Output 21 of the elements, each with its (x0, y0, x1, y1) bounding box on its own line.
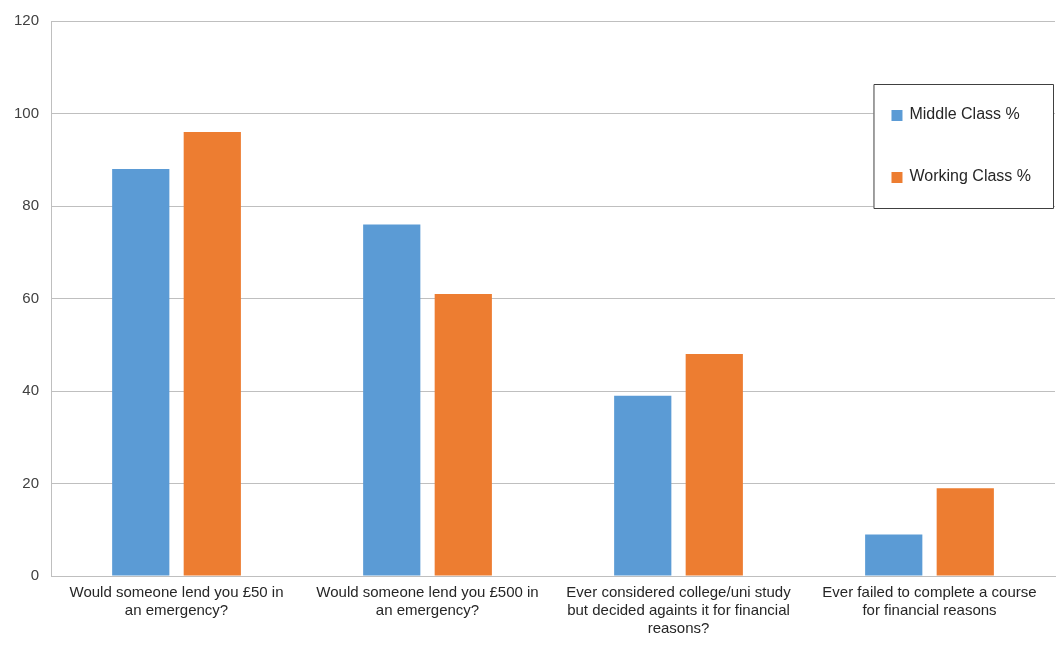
legend-label: Working Class % (909, 167, 1031, 185)
bar (363, 224, 421, 576)
y-tick-label: 0 (30, 566, 40, 584)
y-tick-label: 120 (14, 11, 40, 29)
y-tick-label: 20 (22, 473, 40, 491)
y-tick-label: 60 (22, 288, 40, 306)
bar (183, 132, 241, 576)
x-tick-label: Would someone lend you £50 in an emergency? (69, 583, 284, 619)
bar (936, 488, 994, 576)
x-tick-label: Would someone lend you £500 in an emergency? (316, 583, 539, 619)
bar (865, 534, 923, 576)
x-tick-label: Ever considered college/uni study but decided againts it for financial reasons? (566, 583, 792, 637)
legend-label: Middle Class % (909, 105, 1020, 123)
bar (685, 354, 743, 576)
y-tick-label: 80 (22, 196, 40, 214)
x-tick-label: Ever failed to complete a course for financial reasons (822, 583, 1037, 619)
y-tick-label: 40 (22, 381, 40, 399)
bar (434, 293, 492, 576)
y-tick-label: 100 (14, 103, 40, 121)
bar (614, 395, 672, 576)
bar (112, 169, 170, 576)
